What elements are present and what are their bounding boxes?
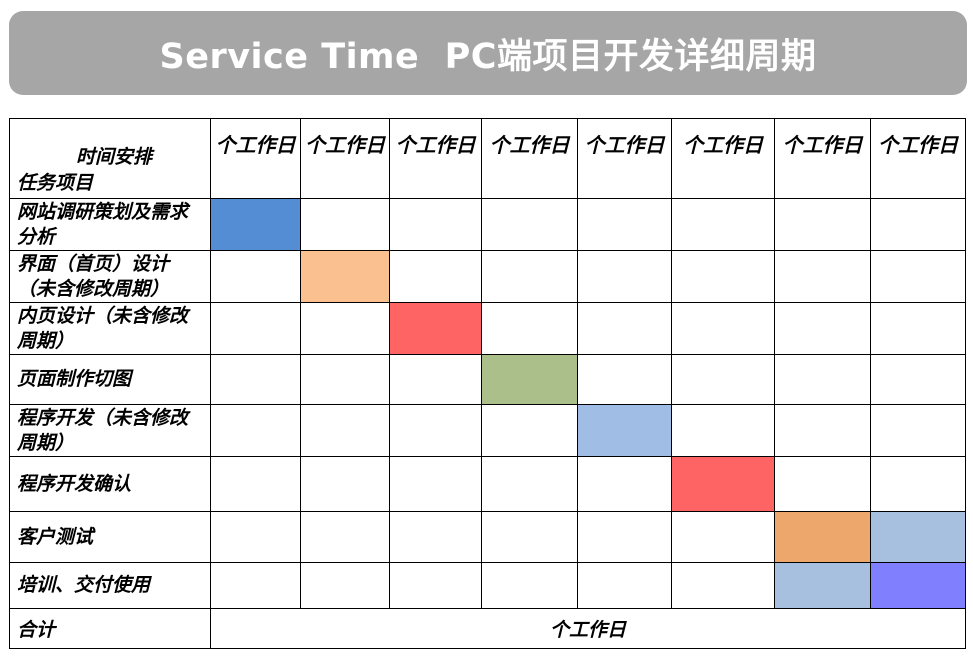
day-header: 个工作日 xyxy=(577,118,672,199)
schedule-cell xyxy=(577,562,672,609)
schedule-cell xyxy=(389,250,482,303)
task-label: 程序开发（未含修改周期） xyxy=(9,404,211,457)
schedule-cell xyxy=(774,198,871,251)
schedule-cell xyxy=(577,250,672,303)
schedule-cell xyxy=(774,250,871,303)
title-banner: Service Time PC端项目开发详细周期 xyxy=(9,11,967,95)
schedule-cell xyxy=(671,198,775,251)
schedule-cell xyxy=(300,198,390,251)
task-label: 客户测试 xyxy=(9,511,211,563)
gantt-bar xyxy=(389,302,482,355)
schedule-cell xyxy=(870,198,966,251)
schedule-cell xyxy=(210,404,301,457)
schedule-cell xyxy=(481,404,578,457)
gantt-bar xyxy=(870,511,966,563)
task-label: 培训、交付使用 xyxy=(9,562,211,609)
page-title: Service Time PC端项目开发详细周期 xyxy=(159,36,817,77)
schedule-table: 时间安排 任务项目 个工作日 个工作日 个工作日 个工作日 个工作日 个工作日 … xyxy=(9,118,966,649)
schedule-cell xyxy=(210,354,301,405)
schedule-cell xyxy=(671,354,775,405)
schedule-cell xyxy=(481,456,578,512)
schedule-cell xyxy=(389,511,482,563)
schedule-cell xyxy=(300,511,390,563)
schedule-cell xyxy=(774,354,871,405)
task-label: 网站调研策划及需求分析 xyxy=(9,198,211,251)
schedule-cell xyxy=(774,404,871,457)
schedule-cell xyxy=(577,511,672,563)
schedule-cell xyxy=(389,354,482,405)
total-label: 合计 xyxy=(9,608,211,649)
schedule-cell xyxy=(389,404,482,457)
schedule-cell xyxy=(210,302,301,355)
schedule-cell xyxy=(577,198,672,251)
schedule-cell xyxy=(300,562,390,609)
schedule-cell xyxy=(577,354,672,405)
schedule-body: 时间安排 任务项目 个工作日 个工作日 个工作日 个工作日 个工作日 个工作日 … xyxy=(9,118,966,649)
schedule-cell xyxy=(389,562,482,609)
schedule-cell xyxy=(210,250,301,303)
task-row: 客户测试 xyxy=(9,511,966,563)
gantt-bar xyxy=(774,562,871,609)
task-row: 内页设计（未含修改周期） xyxy=(9,302,966,355)
day-header: 个工作日 xyxy=(774,118,871,199)
task-label: 页面制作切图 xyxy=(9,354,211,405)
schedule-cell xyxy=(671,302,775,355)
schedule-cell xyxy=(389,198,482,251)
task-row: 页面制作切图 xyxy=(9,354,966,405)
total-value: 个工作日 xyxy=(210,608,966,649)
schedule-cell xyxy=(210,562,301,609)
schedule-cell xyxy=(870,404,966,457)
schedule-cell xyxy=(300,302,390,355)
schedule-cell xyxy=(870,354,966,405)
gantt-bar xyxy=(577,404,672,457)
corner-cell: 时间安排 任务项目 xyxy=(9,118,211,199)
task-row: 培训、交付使用 xyxy=(9,562,966,609)
gantt-bar xyxy=(671,456,775,512)
gantt-bar xyxy=(210,198,301,251)
schedule-cell xyxy=(481,511,578,563)
schedule-cell xyxy=(870,456,966,512)
schedule-cell xyxy=(481,250,578,303)
schedule-cell xyxy=(300,404,390,457)
task-label: 程序开发确认 xyxy=(9,456,211,512)
schedule-cell xyxy=(577,302,672,355)
gantt-bar xyxy=(870,562,966,609)
schedule-cell xyxy=(577,456,672,512)
corner-task-label: 任务项目 xyxy=(17,172,94,194)
schedule-cell xyxy=(774,456,871,512)
header-row: 时间安排 任务项目 个工作日 个工作日 个工作日 个工作日 个工作日 个工作日 … xyxy=(9,118,966,199)
schedule-cell xyxy=(210,511,301,563)
gantt-bar xyxy=(300,250,390,303)
schedule-cell xyxy=(671,250,775,303)
schedule-cell xyxy=(774,302,871,355)
task-row: 界面（首页）设计（未含修改周期） xyxy=(9,250,966,303)
schedule-cell xyxy=(300,456,390,512)
task-row: 程序开发（未含修改周期） xyxy=(9,404,966,457)
task-row: 程序开发确认 xyxy=(9,456,966,512)
schedule-cell xyxy=(481,302,578,355)
task-row: 网站调研策划及需求分析 xyxy=(9,198,966,251)
day-header: 个工作日 xyxy=(481,118,578,199)
day-header: 个工作日 xyxy=(671,118,775,199)
schedule-cell xyxy=(210,456,301,512)
schedule-cell xyxy=(300,354,390,405)
day-header: 个工作日 xyxy=(300,118,390,199)
total-row: 合计 个工作日 xyxy=(9,608,966,649)
schedule-cell xyxy=(671,562,775,609)
task-label: 内页设计（未含修改周期） xyxy=(9,302,211,355)
schedule-cell xyxy=(389,456,482,512)
task-label: 界面（首页）设计（未含修改周期） xyxy=(9,250,211,303)
gantt-bar xyxy=(774,511,871,563)
day-header: 个工作日 xyxy=(870,118,966,199)
schedule-cell xyxy=(870,250,966,303)
schedule-cell xyxy=(870,302,966,355)
corner-time-label: 时间安排 xyxy=(76,146,153,168)
gantt-bar xyxy=(481,354,578,405)
day-header: 个工作日 xyxy=(210,118,301,199)
schedule-cell xyxy=(481,198,578,251)
schedule-cell xyxy=(481,562,578,609)
schedule-cell xyxy=(671,511,775,563)
schedule-cell xyxy=(671,404,775,457)
day-header: 个工作日 xyxy=(389,118,482,199)
